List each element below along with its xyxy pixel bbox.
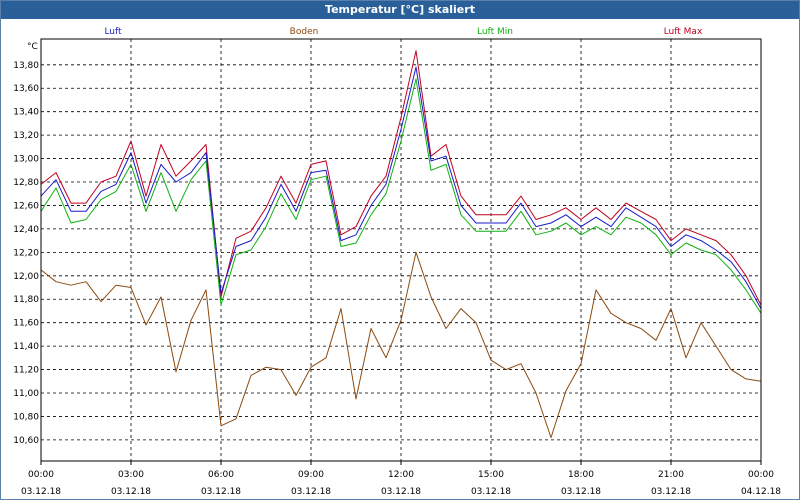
- legend-luft-max: Luft Max: [664, 27, 703, 37]
- y-tick-label: 12,40: [13, 225, 39, 235]
- legend-luft-min: Luft Min: [477, 27, 513, 37]
- x-tick-time: 15:00: [478, 470, 504, 480]
- x-tick-date: 03.12.18: [201, 487, 241, 497]
- series-line-luft-max: [40, 50, 762, 306]
- x-tick-date: 03.12.18: [561, 487, 601, 497]
- x-tick-time: 12:00: [388, 470, 414, 480]
- series-line-luft-min: [40, 78, 762, 314]
- legend: Luft Boden Luft Min Luft Max: [104, 27, 703, 37]
- chart-area: °C 13,80 13,60 13,40 13,20 13,00 12,80 12,60 12…: [13, 27, 781, 497]
- y-tick-label: 12,20: [13, 248, 39, 258]
- x-tick-date: 03.12.18: [111, 487, 151, 497]
- x-tick-time: 00:00: [748, 470, 774, 480]
- x-ticks: 00:00 03.12.18 03:00 03.12.18 06:00 03.12.18 0…: [21, 461, 781, 497]
- window-title: Temperatur [°C] skaliert: [1, 1, 799, 19]
- x-tick-time: 06:00: [208, 470, 234, 480]
- legend-boden: Boden: [290, 27, 319, 37]
- y-tick-label: 13,60: [13, 84, 39, 94]
- x-tick-date: 03.12.18: [21, 487, 61, 497]
- x-tick-time: 03:00: [118, 470, 144, 480]
- y-tick-label: 12,00: [13, 272, 39, 282]
- x-tick-date: 03.12.18: [651, 487, 691, 497]
- y-tick-label: 10,60: [13, 436, 39, 446]
- y-tick-label: 11,20: [13, 366, 39, 376]
- x-tick-date: 03.12.18: [471, 487, 511, 497]
- y-axis-label: °C: [27, 42, 38, 52]
- series-line-luft: [40, 66, 762, 309]
- y-tick-label: 11,80: [13, 295, 39, 305]
- grid: [41, 39, 761, 461]
- x-tick-date: 04.12.18: [741, 487, 781, 497]
- y-tick-label: 13,20: [13, 131, 39, 141]
- y-tick-label: 12,60: [13, 201, 39, 211]
- x-tick-date: 03.12.18: [291, 487, 331, 497]
- x-tick-time: 09:00: [298, 470, 324, 480]
- y-tick-label: 12,80: [13, 178, 39, 188]
- y-tick-label: 13,00: [13, 155, 39, 165]
- x-tick-time: 21:00: [658, 470, 684, 480]
- y-ticks: 13,80 13,60 13,40 13,20 13,00 12,80 12,60 12,40…: [13, 61, 39, 446]
- y-tick-label: 11,40: [13, 342, 39, 352]
- y-tick-label: 13,80: [13, 61, 39, 71]
- plot-frame: [40, 38, 762, 462]
- y-tick-label: 10,80: [13, 412, 39, 422]
- x-tick-time: 18:00: [568, 470, 594, 480]
- y-tick-label: 13,40: [13, 108, 39, 118]
- x-tick-time: 00:00: [28, 470, 54, 480]
- legend-luft: Luft: [104, 27, 122, 37]
- series-lines: [40, 50, 762, 439]
- series-line-boden: [40, 251, 762, 439]
- y-tick-label: 11,00: [13, 389, 39, 399]
- y-tick-label: 11,60: [13, 319, 39, 329]
- x-tick-date: 03.12.18: [381, 487, 421, 497]
